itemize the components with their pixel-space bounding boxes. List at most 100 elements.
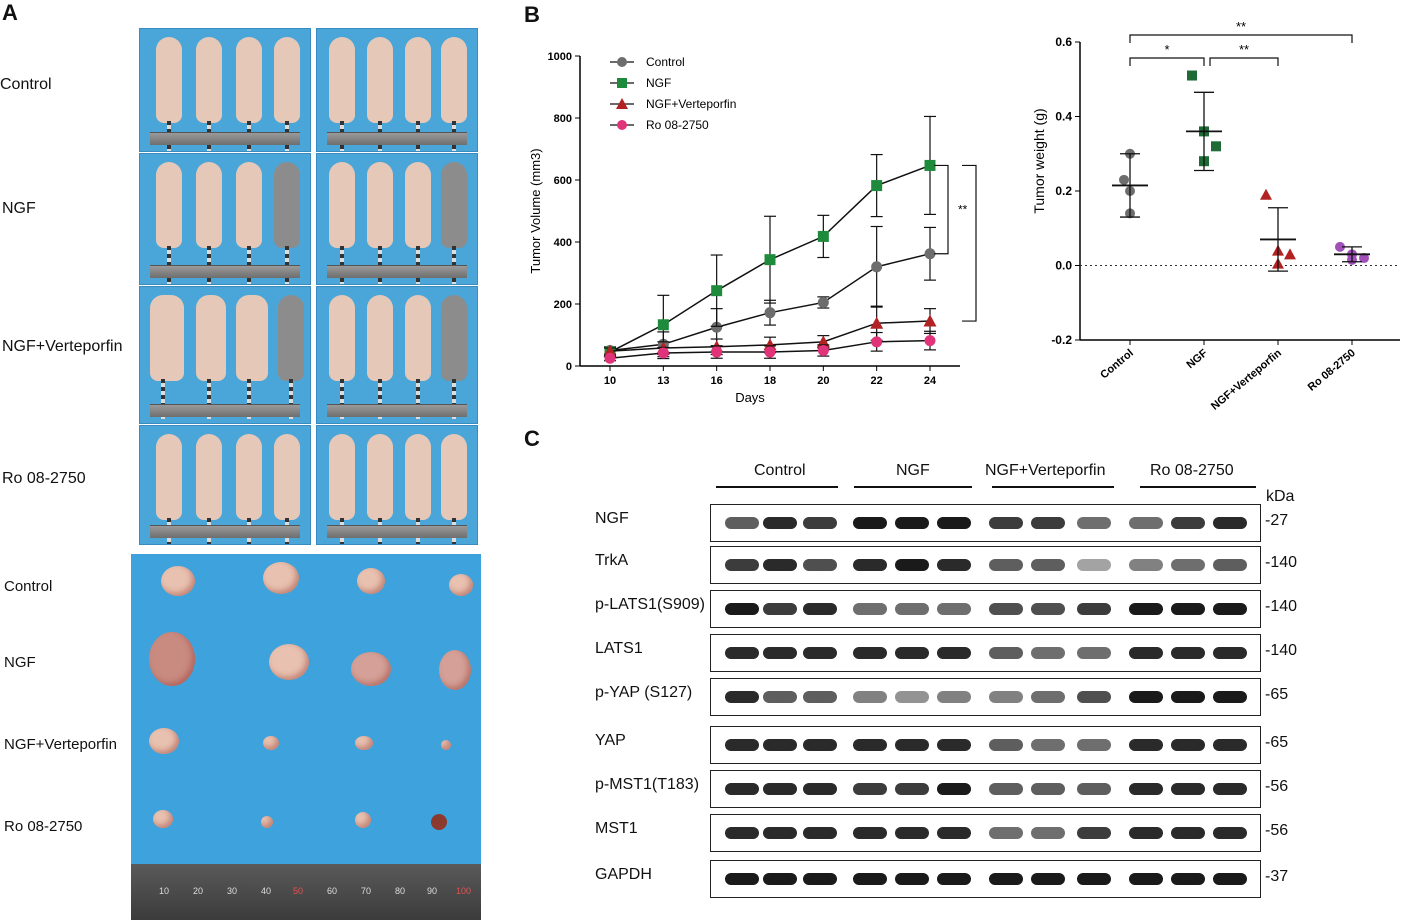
- panel-label-a: A: [2, 0, 18, 25]
- data-point: [871, 261, 883, 273]
- blot-band: [1213, 517, 1247, 529]
- blot-band: [1171, 559, 1205, 571]
- ruler: 10 20 30 40 50 60 70 80 90 100: [131, 864, 481, 920]
- blot-band: [803, 603, 837, 615]
- significance-label: **: [1239, 42, 1249, 57]
- blot-band: [725, 647, 759, 659]
- data-point: [603, 344, 617, 357]
- blot-band: [937, 739, 971, 751]
- blot-row-label: p-LATS1(S909): [595, 596, 705, 613]
- data-point: [711, 346, 723, 358]
- legend-marker: [617, 78, 627, 88]
- tumor-row-label-ngf: NGF: [4, 654, 36, 671]
- data-point: [711, 321, 723, 333]
- blot-band: [989, 873, 1023, 885]
- blot-band: [803, 873, 837, 885]
- y-tick-label: 0.4: [1055, 110, 1072, 124]
- tumor: [355, 736, 373, 750]
- blot-strip: [710, 770, 1261, 808]
- x-tick-label: 16: [711, 375, 723, 387]
- blot-band: [725, 827, 759, 839]
- blot-band: [1077, 827, 1111, 839]
- blot-band: [725, 517, 759, 529]
- data-point: [871, 336, 883, 348]
- blot-band: [853, 647, 887, 659]
- blot-band: [1213, 603, 1247, 615]
- blot-row-label: GAPDH: [595, 866, 652, 883]
- bracket-line: [1209, 57, 1279, 66]
- blot-strip: [710, 860, 1261, 898]
- data-point: [1211, 141, 1221, 152]
- tumor: [441, 740, 451, 750]
- blot-band: [1077, 739, 1111, 751]
- blot-band: [1171, 739, 1205, 751]
- blot-band: [1213, 873, 1247, 885]
- legend-marker: [617, 120, 627, 130]
- kda-marker: -65: [1265, 686, 1289, 703]
- y-tick-label: 0: [566, 361, 572, 373]
- tumor: [351, 652, 391, 686]
- blot-band: [1031, 647, 1065, 659]
- bracket-line: [934, 164, 949, 255]
- blot-band: [725, 873, 759, 885]
- blot-band: [1077, 559, 1111, 571]
- blot-band: [937, 517, 971, 529]
- legend-label: Ro 08-2750: [646, 118, 709, 132]
- tumor-photo: Control 10 20 30 40 50 60 70 80 90 100: [131, 554, 481, 920]
- blot-band: [895, 603, 929, 615]
- blot-band: [1171, 647, 1205, 659]
- blot-band: [1129, 739, 1163, 751]
- blot-band: [763, 783, 797, 795]
- blot-band: [763, 603, 797, 615]
- blot-band: [1031, 603, 1065, 615]
- blot-row-label: LATS1: [595, 640, 643, 657]
- blot-band: [1077, 647, 1111, 659]
- y-tick-label: 1000: [548, 51, 572, 63]
- blot-band: [803, 783, 837, 795]
- x-tick-label: NGF+Verteporfin: [1209, 347, 1284, 413]
- ruler-number: 20: [193, 886, 204, 896]
- mouse-photo: [316, 153, 478, 285]
- blot-band: [725, 739, 759, 751]
- blot-band: [989, 827, 1023, 839]
- data-point: [1119, 174, 1129, 185]
- y-tick-label: 0.2: [1055, 184, 1072, 198]
- blot-group-line: [716, 486, 838, 488]
- ruler-number: 70: [361, 886, 372, 896]
- tumor: [149, 632, 195, 686]
- data-point: [764, 346, 776, 358]
- mouse-photo: [316, 286, 478, 424]
- blot-band: [1031, 691, 1065, 703]
- blot-band: [1129, 873, 1163, 885]
- blot-band: [853, 873, 887, 885]
- blot-band: [763, 739, 797, 751]
- tumor: [153, 810, 173, 828]
- blot-row-label: MST1: [595, 820, 638, 837]
- ruler-number: 30: [227, 886, 238, 896]
- x-tick-label: 13: [657, 375, 669, 387]
- tumor-row-label-ngf-verteporfin: NGF+Verteporfin: [4, 736, 117, 753]
- blot-band: [1129, 783, 1163, 795]
- blot-band: [895, 691, 929, 703]
- tumor-weight-chart: -0.2 0.0 0.2 0.4 0.6 Tumor weight (g) Control N…: [1031, 19, 1400, 413]
- blot-band: [1129, 517, 1163, 529]
- blot-band: [895, 873, 929, 885]
- blot-band: [1171, 517, 1205, 529]
- data-point: [870, 316, 884, 329]
- blot-band: [1077, 873, 1111, 885]
- blot-band: [1213, 739, 1247, 751]
- blot-band: [1031, 783, 1065, 795]
- kda-marker: -27: [1265, 512, 1289, 529]
- blot-band: [1213, 691, 1247, 703]
- blot-band: [1213, 647, 1247, 659]
- blot-band: [1129, 559, 1163, 571]
- blot-band: [937, 559, 971, 571]
- blot-band: [1031, 873, 1065, 885]
- blot-band: [725, 603, 759, 615]
- blot-strip: [710, 504, 1261, 542]
- significance-label: *: [1164, 42, 1169, 57]
- ruler-number: 50: [293, 886, 304, 896]
- x-tick-label: 20: [817, 375, 829, 387]
- blot-band: [895, 783, 929, 795]
- y-tick-label: 800: [554, 113, 572, 125]
